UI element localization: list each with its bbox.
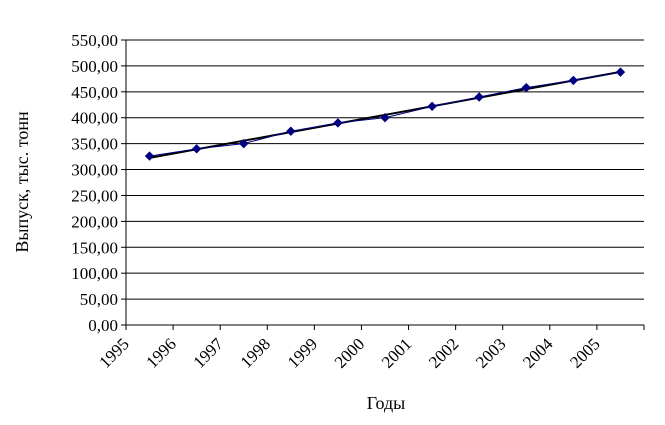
y-tick-label: 200,00 <box>71 212 118 231</box>
data-point <box>333 118 343 128</box>
x-tick-label: 2004 <box>519 334 557 372</box>
x-tick-label: 2001 <box>378 334 415 371</box>
x-tick-label: 2003 <box>472 334 509 371</box>
y-tick-label: 450,00 <box>71 83 118 102</box>
y-tick-label: 0,00 <box>88 316 118 335</box>
data-point <box>474 92 484 102</box>
x-tick-labels: 1995 1996 1997 1998 1999 2000 2001 2002 2003 2004… <box>95 334 603 372</box>
data-point <box>568 75 579 86</box>
y-tick-label: 500,00 <box>71 57 118 76</box>
x-tick-label: 2005 <box>566 334 603 371</box>
x-tick-label: 2000 <box>331 334 368 371</box>
data-point <box>427 101 437 112</box>
data-point <box>615 67 626 77</box>
data-point <box>380 113 390 123</box>
y-tick-labels: 0,00 50,00 100,00 150,00 200,00 250,00 300,00 3… <box>71 31 118 335</box>
x-tick-label: 1996 <box>142 334 179 371</box>
data-point <box>521 82 531 93</box>
data-point <box>239 138 249 149</box>
x-tick-label: 1995 <box>95 334 132 371</box>
data-point <box>286 126 296 136</box>
data-point <box>144 151 155 161</box>
data-point <box>191 144 202 154</box>
y-tick-label: 400,00 <box>71 109 118 128</box>
x-tick-label: 1999 <box>284 334 321 371</box>
y-tick-label: 300,00 <box>71 161 118 180</box>
y-tick-label: 350,00 <box>71 135 118 154</box>
x-tick-label: 1997 <box>190 334 228 372</box>
y-tick-label: 50,00 <box>80 290 118 309</box>
y-tick-label: 100,00 <box>71 264 118 283</box>
y-tick-label: 250,00 <box>71 186 118 205</box>
series <box>144 67 626 161</box>
y-axis-title: Выпуск, тыс. тонн <box>12 111 32 253</box>
grid <box>126 39 644 300</box>
axes <box>121 39 645 330</box>
x-tick-label: 2002 <box>425 334 462 371</box>
x-axis-title: Годы <box>367 393 406 413</box>
x-tick-label: 1998 <box>237 334 274 371</box>
y-tick-label: 150,00 <box>71 238 118 257</box>
y-tick-label: 550,00 <box>71 31 118 50</box>
